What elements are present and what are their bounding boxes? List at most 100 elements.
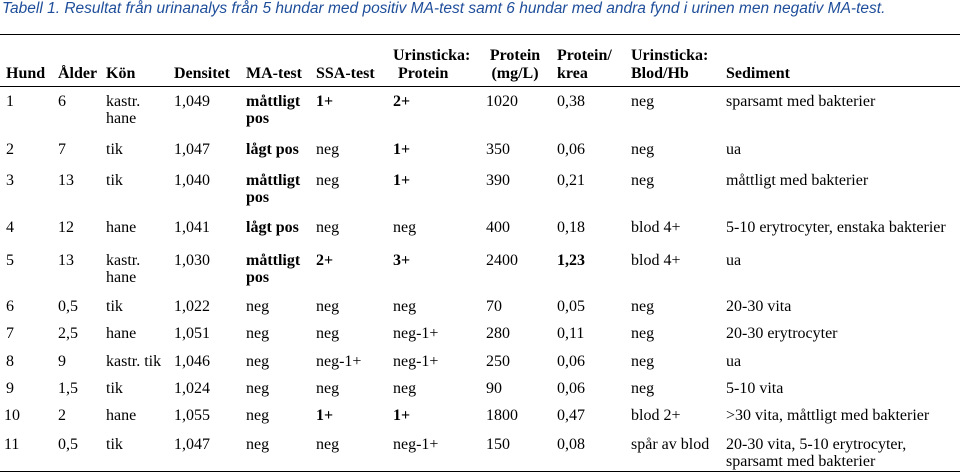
header-protein-line1: Protein: [489, 47, 541, 64]
cell-sediment-1: >30 vita, måttligt med bakterier: [726, 407, 930, 424]
cell-sediment-1: ua: [726, 252, 742, 269]
cell-ssa: neg: [316, 141, 340, 158]
cell-pkrea: 0,18: [557, 219, 585, 236]
cell-kon-1: tik: [106, 141, 123, 158]
header-urinsticka-protein-line2: Protein: [398, 65, 449, 82]
cell-protein: 250: [486, 353, 510, 370]
cell-alder: 0,5: [58, 298, 78, 315]
header-ma-test: MA-test: [246, 65, 302, 82]
cell-protein: 280: [486, 325, 510, 342]
cell-alder: 6: [58, 93, 66, 110]
cell-hund: 11: [4, 436, 20, 453]
cell-ma-1: lågt pos: [246, 141, 299, 158]
cell-us-blod: spår av blod: [631, 436, 710, 453]
cell-hund: 9: [6, 380, 14, 397]
cell-sediment-1: 20-30 vita, 5-10 erytrocyter,: [726, 436, 907, 453]
cell-protein: 390: [486, 172, 510, 189]
cell-densitet: 1,055: [174, 407, 210, 424]
cell-ma-1: neg: [246, 353, 270, 370]
cell-hund: 3: [6, 172, 14, 189]
table-bottom-rule: [0, 471, 960, 472]
cell-ma-1: neg: [246, 325, 270, 342]
cell-us-protein: neg: [393, 298, 417, 315]
cell-sediment-1: måttligt med bakterier: [726, 172, 869, 189]
cell-ma-1: neg: [246, 298, 270, 315]
cell-alder: 7: [58, 141, 66, 158]
cell-densitet: 1,047: [174, 436, 210, 453]
cell-protein: 70: [486, 298, 502, 315]
cell-ssa: neg-1+: [316, 353, 362, 370]
cell-pkrea: 0,05: [557, 298, 585, 315]
cell-us-blod: neg: [631, 298, 655, 315]
cell-us-blod: neg: [631, 353, 655, 370]
cell-protein: 150: [486, 436, 510, 453]
cell-kon-1: kastr.: [106, 252, 141, 269]
cell-us-blod: neg: [631, 93, 655, 110]
cell-kon-2: hane: [106, 269, 137, 286]
cell-ma-1: neg: [246, 407, 270, 424]
cell-kon-1: hane: [106, 407, 137, 424]
header-alder: Ålder: [58, 65, 98, 82]
cell-pkrea: 0,11: [557, 325, 585, 342]
table-top-rule: [0, 34, 960, 35]
cell-protein: 350: [486, 141, 510, 158]
cell-densitet: 1,024: [174, 380, 210, 397]
cell-hund: 5: [6, 252, 14, 269]
cell-pkrea: 0,08: [557, 436, 585, 453]
cell-kon-2: hane: [106, 110, 137, 127]
cell-densitet: 1,047: [174, 141, 210, 158]
cell-densitet: 1,030: [174, 252, 210, 269]
cell-densitet: 1,022: [174, 298, 210, 315]
cell-kon-1: hane: [106, 325, 137, 342]
cell-us-blod: blod 4+: [631, 252, 681, 269]
cell-us-protein: neg: [393, 219, 417, 236]
cell-us-protein: 2+: [393, 93, 411, 110]
cell-alder: 0,5: [58, 436, 78, 453]
cell-us-protein: neg-1+: [393, 353, 439, 370]
cell-pkrea: 0,47: [557, 407, 585, 424]
header-protein-line2: (mg/L): [491, 65, 539, 82]
cell-sediment-1: ua: [726, 353, 742, 370]
cell-alder: 1,5: [58, 380, 78, 397]
cell-us-protein: 1+: [393, 141, 411, 158]
cell-alder: 13: [58, 252, 74, 269]
cell-densitet: 1,051: [174, 325, 210, 342]
cell-pkrea: 1,23: [557, 252, 585, 269]
cell-ma-1: neg: [246, 380, 270, 397]
cell-us-protein: 1+: [393, 172, 411, 189]
cell-kon-1: tik: [106, 172, 123, 189]
cell-us-blod: neg: [631, 141, 655, 158]
header-protein-krea-line2: krea: [557, 65, 588, 82]
cell-us-blod: neg: [631, 325, 655, 342]
cell-ssa: neg: [316, 436, 340, 453]
cell-sediment-1: 20-30 erytrocyter: [726, 325, 838, 342]
cell-ssa: neg: [316, 380, 340, 397]
cell-ma-1: lågt pos: [246, 219, 299, 236]
cell-sediment-2: sparsamt med bakterier: [726, 453, 876, 470]
cell-densitet: 1,040: [174, 172, 210, 189]
cell-hund: 8: [6, 353, 14, 370]
cell-kon-1: tik: [106, 380, 123, 397]
cell-hund: 2: [6, 141, 14, 158]
cell-ssa: neg: [316, 325, 340, 342]
cell-hund: 6: [6, 298, 14, 315]
cell-ma-2: pos: [246, 110, 270, 127]
cell-ssa: neg: [316, 219, 340, 236]
cell-kon-1: kastr. tik: [106, 353, 162, 370]
cell-protein: 400: [486, 219, 510, 236]
cell-ma-2: pos: [246, 269, 270, 286]
header-hund: Hund: [6, 65, 46, 82]
cell-alder: 2,5: [58, 325, 78, 342]
cell-pkrea: 0,38: [557, 93, 585, 110]
cell-sediment-1: 5-10 erytrocyter, enstaka bakterier: [726, 219, 946, 236]
cell-sediment-1: sparsamt med bakterier: [726, 93, 876, 110]
cell-kon-1: hane: [106, 219, 137, 236]
cell-ssa: neg: [316, 172, 340, 189]
cell-ma-1: neg: [246, 436, 270, 453]
cell-ma-1: måttligt: [246, 252, 301, 269]
cell-pkrea: 0,06: [557, 353, 585, 370]
cell-protein: 1020: [486, 93, 518, 110]
cell-pkrea: 0,21: [557, 172, 585, 189]
cell-hund: 1: [6, 93, 14, 110]
cell-us-blod: blod 2+: [631, 407, 681, 424]
